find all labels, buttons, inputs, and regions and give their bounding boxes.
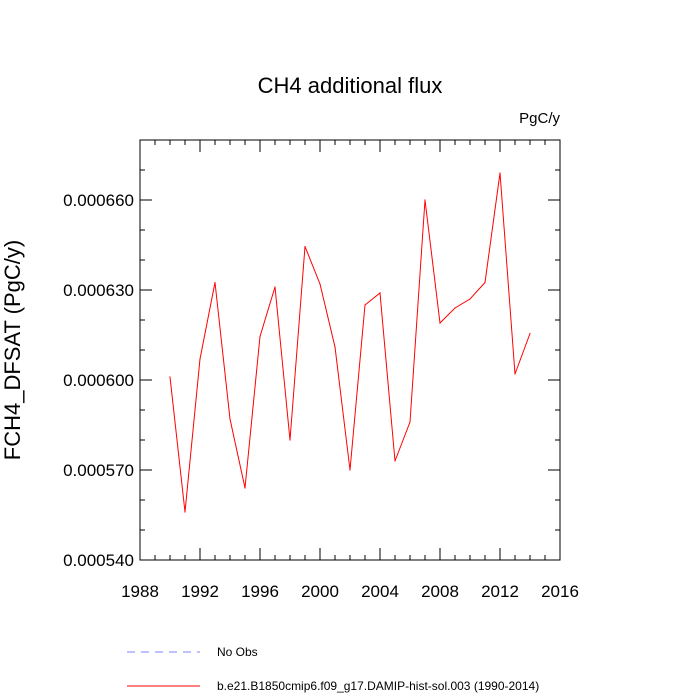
chart-title: CH4 additional flux [258, 73, 443, 98]
data-point [229, 418, 231, 420]
data-point [469, 298, 471, 300]
data-point [499, 172, 501, 174]
data-point [304, 245, 306, 248]
y-tick-label: 0.000540 [63, 551, 134, 570]
data-point [409, 421, 411, 423]
x-tick-label: 2004 [361, 582, 399, 601]
legend-label: b.e21.B1850cmip6.f09_g17.DAMIP-hist-sol.… [217, 679, 539, 693]
data-point [214, 281, 216, 284]
data-point [169, 376, 171, 378]
x-tick-label: 1992 [181, 582, 219, 601]
plot-frame [139, 139, 561, 561]
legend: No Obs b.e21.B1850cmip6.f09_g17.DAMIP-his… [127, 645, 539, 693]
legend-label: No Obs [217, 645, 258, 659]
data-point [454, 307, 456, 309]
data-point [184, 511, 186, 513]
data-point [349, 469, 351, 471]
data-point [334, 346, 336, 348]
x-tick-label: 1996 [241, 582, 279, 601]
x-tick-label: 2012 [481, 582, 519, 601]
data-point [364, 304, 366, 306]
data-point [199, 358, 201, 360]
data-point [529, 332, 531, 335]
data-point [244, 487, 246, 489]
data-point [424, 199, 426, 201]
data-point [319, 283, 321, 285]
y-tick-label: 0.000570 [63, 461, 134, 480]
y-tick-label: 0.000630 [63, 281, 134, 300]
data-point [274, 286, 276, 288]
x-tick-label: 2000 [301, 582, 339, 601]
x-tick-label: 1988 [121, 582, 159, 601]
y-axis-label: FCH4_DFSAT (PgC/y) [0, 240, 25, 460]
units-label: PgC/y [519, 110, 560, 127]
x-tick-label: 2008 [421, 582, 459, 601]
data-point [379, 292, 381, 294]
y-tick-label: 0.000660 [63, 191, 134, 210]
data-point [289, 439, 291, 441]
x-tick-label: 2016 [541, 582, 579, 601]
data-point [514, 373, 516, 375]
data-point [394, 460, 396, 462]
data-point [484, 281, 486, 284]
data-point [439, 322, 441, 324]
data-point [259, 335, 261, 338]
series-line [169, 172, 531, 513]
axes: 1988 1992 1996 2000 2004 2008 2012 2016 0.000540… [63, 139, 579, 601]
y-tick-label: 0.000600 [63, 371, 134, 390]
series-layer [169, 172, 531, 513]
